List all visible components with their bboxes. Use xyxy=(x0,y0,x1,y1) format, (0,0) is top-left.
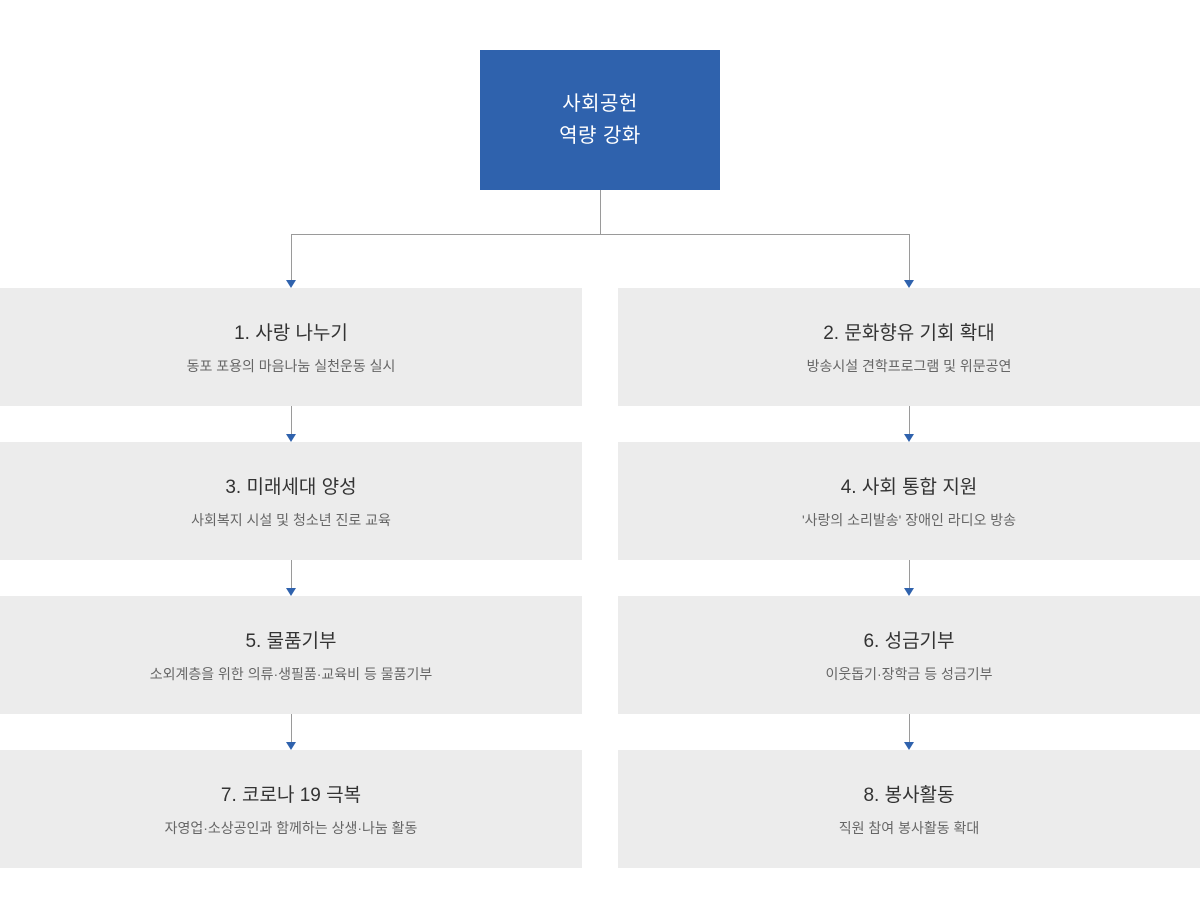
card-sub: 방송시설 견학프로그램 및 위문공연 xyxy=(807,357,1012,377)
root-line2: 역량 강화 xyxy=(559,120,641,152)
card-title: 8. 봉사활동 xyxy=(863,780,954,807)
card-title: 2. 문화향유 기회 확대 xyxy=(823,318,995,345)
card-7: 7. 코로나 19 극복 자영업·소상공인과 함께하는 상생·나눔 활동 xyxy=(0,750,582,868)
card-row: 1. 사랑 나누기 동포 포용의 마음나눔 실천운동 실시 2. 문화향유 기회… xyxy=(0,288,1200,406)
arrow-right-0 xyxy=(904,280,914,288)
card-row: 5. 물품기부 소외계층을 위한 의류·생필품·교육비 등 물품기부 6. 성금… xyxy=(0,596,1200,714)
card-sub: 사회복지 시설 및 청소년 진로 교육 xyxy=(191,511,391,531)
connector-root-down xyxy=(600,190,601,234)
root-node: 사회공헌 역량 강화 xyxy=(480,50,720,190)
arrow-left-0 xyxy=(286,280,296,288)
card-sub: 소외계층을 위한 의류·생필품·교육비 등 물품기부 xyxy=(150,665,432,685)
card-sub: 이웃돕기·장학금 등 성금기부 xyxy=(825,665,992,685)
card-title: 5. 물품기부 xyxy=(245,626,336,653)
card-sub: 자영업·소상공인과 함께하는 상생·나눔 활동 xyxy=(165,819,418,839)
card-title: 1. 사랑 나누기 xyxy=(234,318,348,345)
cards-grid: 1. 사랑 나누기 동포 포용의 마음나눔 실천운동 실시 2. 문화향유 기회… xyxy=(0,288,1200,904)
card-sub: 직원 참여 봉사활동 확대 xyxy=(839,819,979,839)
card-4: 4. 사회 통합 지원 '사랑의 소리발송' 장애인 라디오 방송 xyxy=(618,442,1200,560)
card-2: 2. 문화향유 기회 확대 방송시설 견학프로그램 및 위문공연 xyxy=(618,288,1200,406)
card-row: 3. 미래세대 양성 사회복지 시설 및 청소년 진로 교육 4. 사회 통합 … xyxy=(0,442,1200,560)
card-3: 3. 미래세대 양성 사회복지 시설 및 청소년 진로 교육 xyxy=(0,442,582,560)
connector-right-down-0 xyxy=(909,234,910,280)
card-title: 3. 미래세대 양성 xyxy=(225,472,356,499)
card-1: 1. 사랑 나누기 동포 포용의 마음나눔 실천운동 실시 xyxy=(0,288,582,406)
root-line1: 사회공헌 xyxy=(562,88,638,120)
card-5: 5. 물품기부 소외계층을 위한 의류·생필품·교육비 등 물품기부 xyxy=(0,596,582,714)
card-sub: 동포 포용의 마음나눔 실천운동 실시 xyxy=(187,357,396,377)
card-sub: '사랑의 소리발송' 장애인 라디오 방송 xyxy=(802,511,1016,531)
connector-left-down-0 xyxy=(291,234,292,280)
card-title: 4. 사회 통합 지원 xyxy=(841,472,978,499)
connector-split-h xyxy=(291,234,909,235)
card-title: 7. 코로나 19 극복 xyxy=(221,780,361,807)
card-title: 6. 성금기부 xyxy=(863,626,954,653)
card-row: 7. 코로나 19 극복 자영업·소상공인과 함께하는 상생·나눔 활동 8. … xyxy=(0,750,1200,868)
card-6: 6. 성금기부 이웃돕기·장학금 등 성금기부 xyxy=(618,596,1200,714)
card-8: 8. 봉사활동 직원 참여 봉사활동 확대 xyxy=(618,750,1200,868)
